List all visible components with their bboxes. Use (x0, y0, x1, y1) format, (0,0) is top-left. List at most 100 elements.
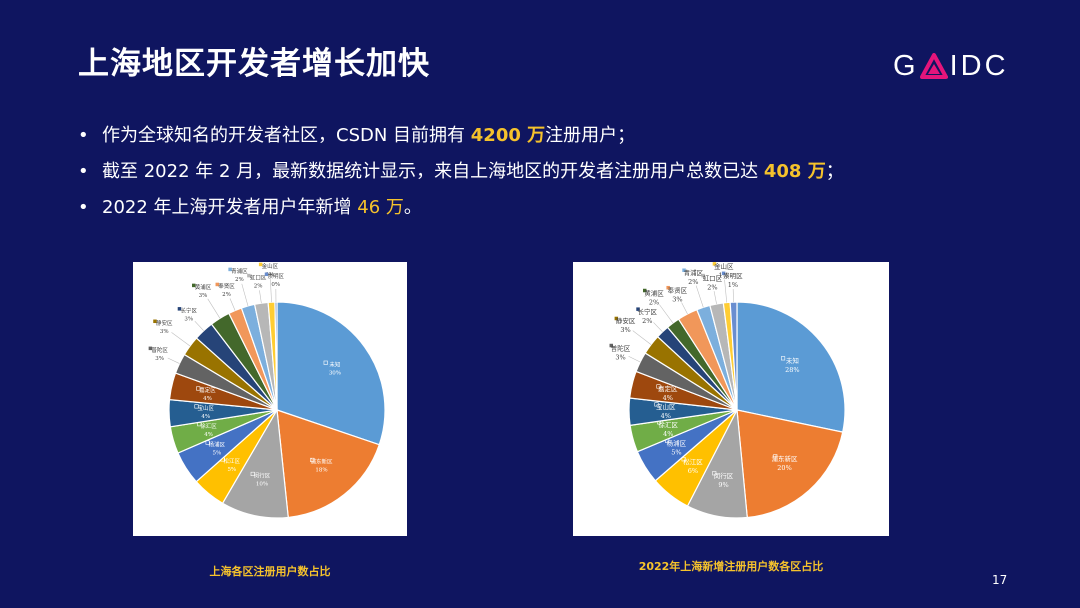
pie-slice-0 (736, 301, 846, 433)
pie-leader-line (167, 357, 180, 364)
pie-label-name: 普陀区 (611, 343, 631, 352)
pie-leader-line (695, 285, 704, 308)
pie-label-marker (215, 282, 220, 287)
pie-label-marker (642, 288, 647, 293)
pie-label-name: 虹口区 (250, 273, 267, 281)
pie-label-name: 嘉定区 (658, 384, 678, 393)
pie-label-marker (656, 384, 661, 389)
bullet-post: ； (825, 161, 844, 182)
pie-leader-line (241, 283, 249, 307)
pie-leader-line (653, 322, 663, 333)
pie-label-marker (701, 273, 705, 278)
pie-label-marker (177, 307, 182, 311)
pie-label-pct: 9% (718, 481, 728, 489)
pie-label-pct: 3% (160, 329, 169, 335)
bullet-pre: 作为全球知名的开发者社区，CSDN 目前拥有 (102, 125, 471, 146)
pie-label-pct: 1% (266, 272, 275, 278)
pie-label-marker (196, 386, 201, 391)
pie-label-pct: 5% (227, 467, 236, 473)
pie-label-marker (712, 262, 717, 266)
chart-caption-new-users-2022: 2022年上海新增注册用户数各区占比 (638, 560, 824, 573)
pie-label-pct: 5% (671, 449, 681, 457)
page-number: 17 (992, 573, 1008, 587)
pie-label-pct: 3% (620, 326, 630, 334)
pie-label-name: 徐汇区 (200, 422, 217, 430)
pie-label-pct: 20% (777, 464, 791, 472)
bullet-post: 注册用户； (545, 125, 636, 146)
pie-slice-16 (274, 301, 278, 411)
pie-label-name: 宝山区 (197, 404, 214, 412)
pie-label-marker (781, 356, 786, 361)
pie-label-name: 黄浦区 (195, 283, 212, 291)
pie-label-name: 闵行区 (714, 471, 734, 480)
pie-label-pct: 2% (707, 283, 717, 291)
pie-label-marker (228, 267, 232, 272)
pie-label-name: 长宁区 (638, 307, 658, 316)
pie-label-marker (258, 262, 263, 267)
bullet-post: 。 (403, 197, 422, 218)
pie-label-pct: 4% (663, 430, 673, 438)
bullet-dot-icon: • (78, 161, 89, 182)
pie-label-pct: 30% (329, 370, 341, 376)
bullet-item: • 2022 年上海开发者用户年新增 46 万。 (78, 190, 844, 226)
pie-leader-line (628, 355, 641, 363)
pie-chart-district-total: 未知 30% 浦东新区 18% 闵行区 10% 松江区 5% 杨浦区 5% 徐汇区 4% 宝山区 4% 嘉定… (133, 262, 407, 536)
pie-leader-line (659, 304, 674, 324)
pie-label-marker (192, 283, 196, 288)
pie-label-marker (609, 343, 614, 348)
pie-label-name: 静安区 (616, 316, 636, 325)
pie-label-pct: 3% (184, 317, 193, 323)
pie-svg-new-users-2022: 未知28%浦东新区20%闵行区9%松江区6%杨浦区5%徐汇区4%宝山区4%嘉定区… (609, 262, 846, 519)
pie-label-name: 崇明区 (723, 272, 743, 280)
pie-label-marker (194, 404, 199, 409)
pie-label-marker (310, 457, 315, 462)
pie-label-pct: 18% (315, 468, 327, 474)
pie-label-pct: 2% (642, 317, 652, 325)
pie-slice-1 (736, 409, 844, 519)
pie-label-pct: 2% (254, 283, 263, 289)
pie-label-pct: 2% (235, 277, 244, 283)
pie-label-marker (721, 271, 726, 276)
pie-leader-line (207, 298, 221, 319)
bullet-list: • 作为全球知名的开发者社区，CSDN 目前拥有 4200 万注册用户； • 截… (78, 118, 844, 226)
pie-label-marker (148, 346, 153, 351)
pie-label-pct: 10% (256, 482, 268, 488)
bullet-pre: 截至 2022 年 2 月，最新数据统计显示，来自上海地区的开发者注册用户总数已… (102, 161, 764, 182)
pie-label-marker (264, 272, 269, 277)
gaidc-logo: G IDC (893, 48, 1009, 84)
pie-label-marker (205, 440, 210, 445)
pie-leader-line (259, 290, 262, 304)
pie-label-marker (681, 457, 686, 462)
pie-label-name: 青浦区 (684, 268, 704, 277)
logo-suffix: IDC (949, 50, 1009, 82)
pie-label-marker (614, 316, 619, 321)
pie-label-marker (773, 454, 778, 459)
bullet-text: 截至 2022 年 2 月，最新数据统计显示，来自上海地区的开发者注册用户总数已… (102, 154, 844, 190)
bullet-highlight: 4200 万 (470, 125, 546, 146)
pie-label-name: 闵行区 (254, 472, 271, 480)
pie-svg-district-total: 未知30%浦东新区18%闵行区10%松江区5%杨浦区5%徐汇区4%宝山区4%嘉定… (148, 262, 386, 519)
pie-label-name: 未知 (786, 356, 799, 365)
pie-label-name: 金山区 (262, 262, 279, 270)
bullet-item: • 截至 2022 年 2 月，最新数据统计显示，来自上海地区的开发者注册用户总… (78, 154, 844, 190)
pie-label-pct: 4% (661, 412, 671, 420)
pie-label-name: 静安区 (156, 319, 173, 327)
slide-title: 上海地区开发者增长加快 (78, 46, 430, 82)
pie-label-name: 普陀区 (151, 346, 168, 354)
pie-label-marker (323, 360, 328, 365)
pie-label-pct: 1% (728, 281, 738, 289)
pie-leader-line (681, 302, 688, 315)
pie-leader-line (724, 279, 728, 303)
bullet-text: 2022 年上海开发者用户年新增 46 万。 (102, 190, 422, 226)
pie-leader-line (229, 298, 236, 311)
pie-label-pct: 2% (222, 292, 231, 298)
pie-label-pct: 4% (204, 432, 213, 438)
bullet-dot-icon: • (78, 125, 89, 146)
pie-leader-line (270, 279, 272, 303)
pie-label-name: 浦东新区 (310, 458, 333, 466)
bullet-highlight: 46 万 (357, 197, 404, 218)
pie-label-name: 未知 (329, 360, 340, 368)
pie-label-pct: 4% (203, 396, 212, 402)
pie-label-name: 松江区 (683, 457, 703, 466)
pie-label-marker (247, 273, 251, 278)
